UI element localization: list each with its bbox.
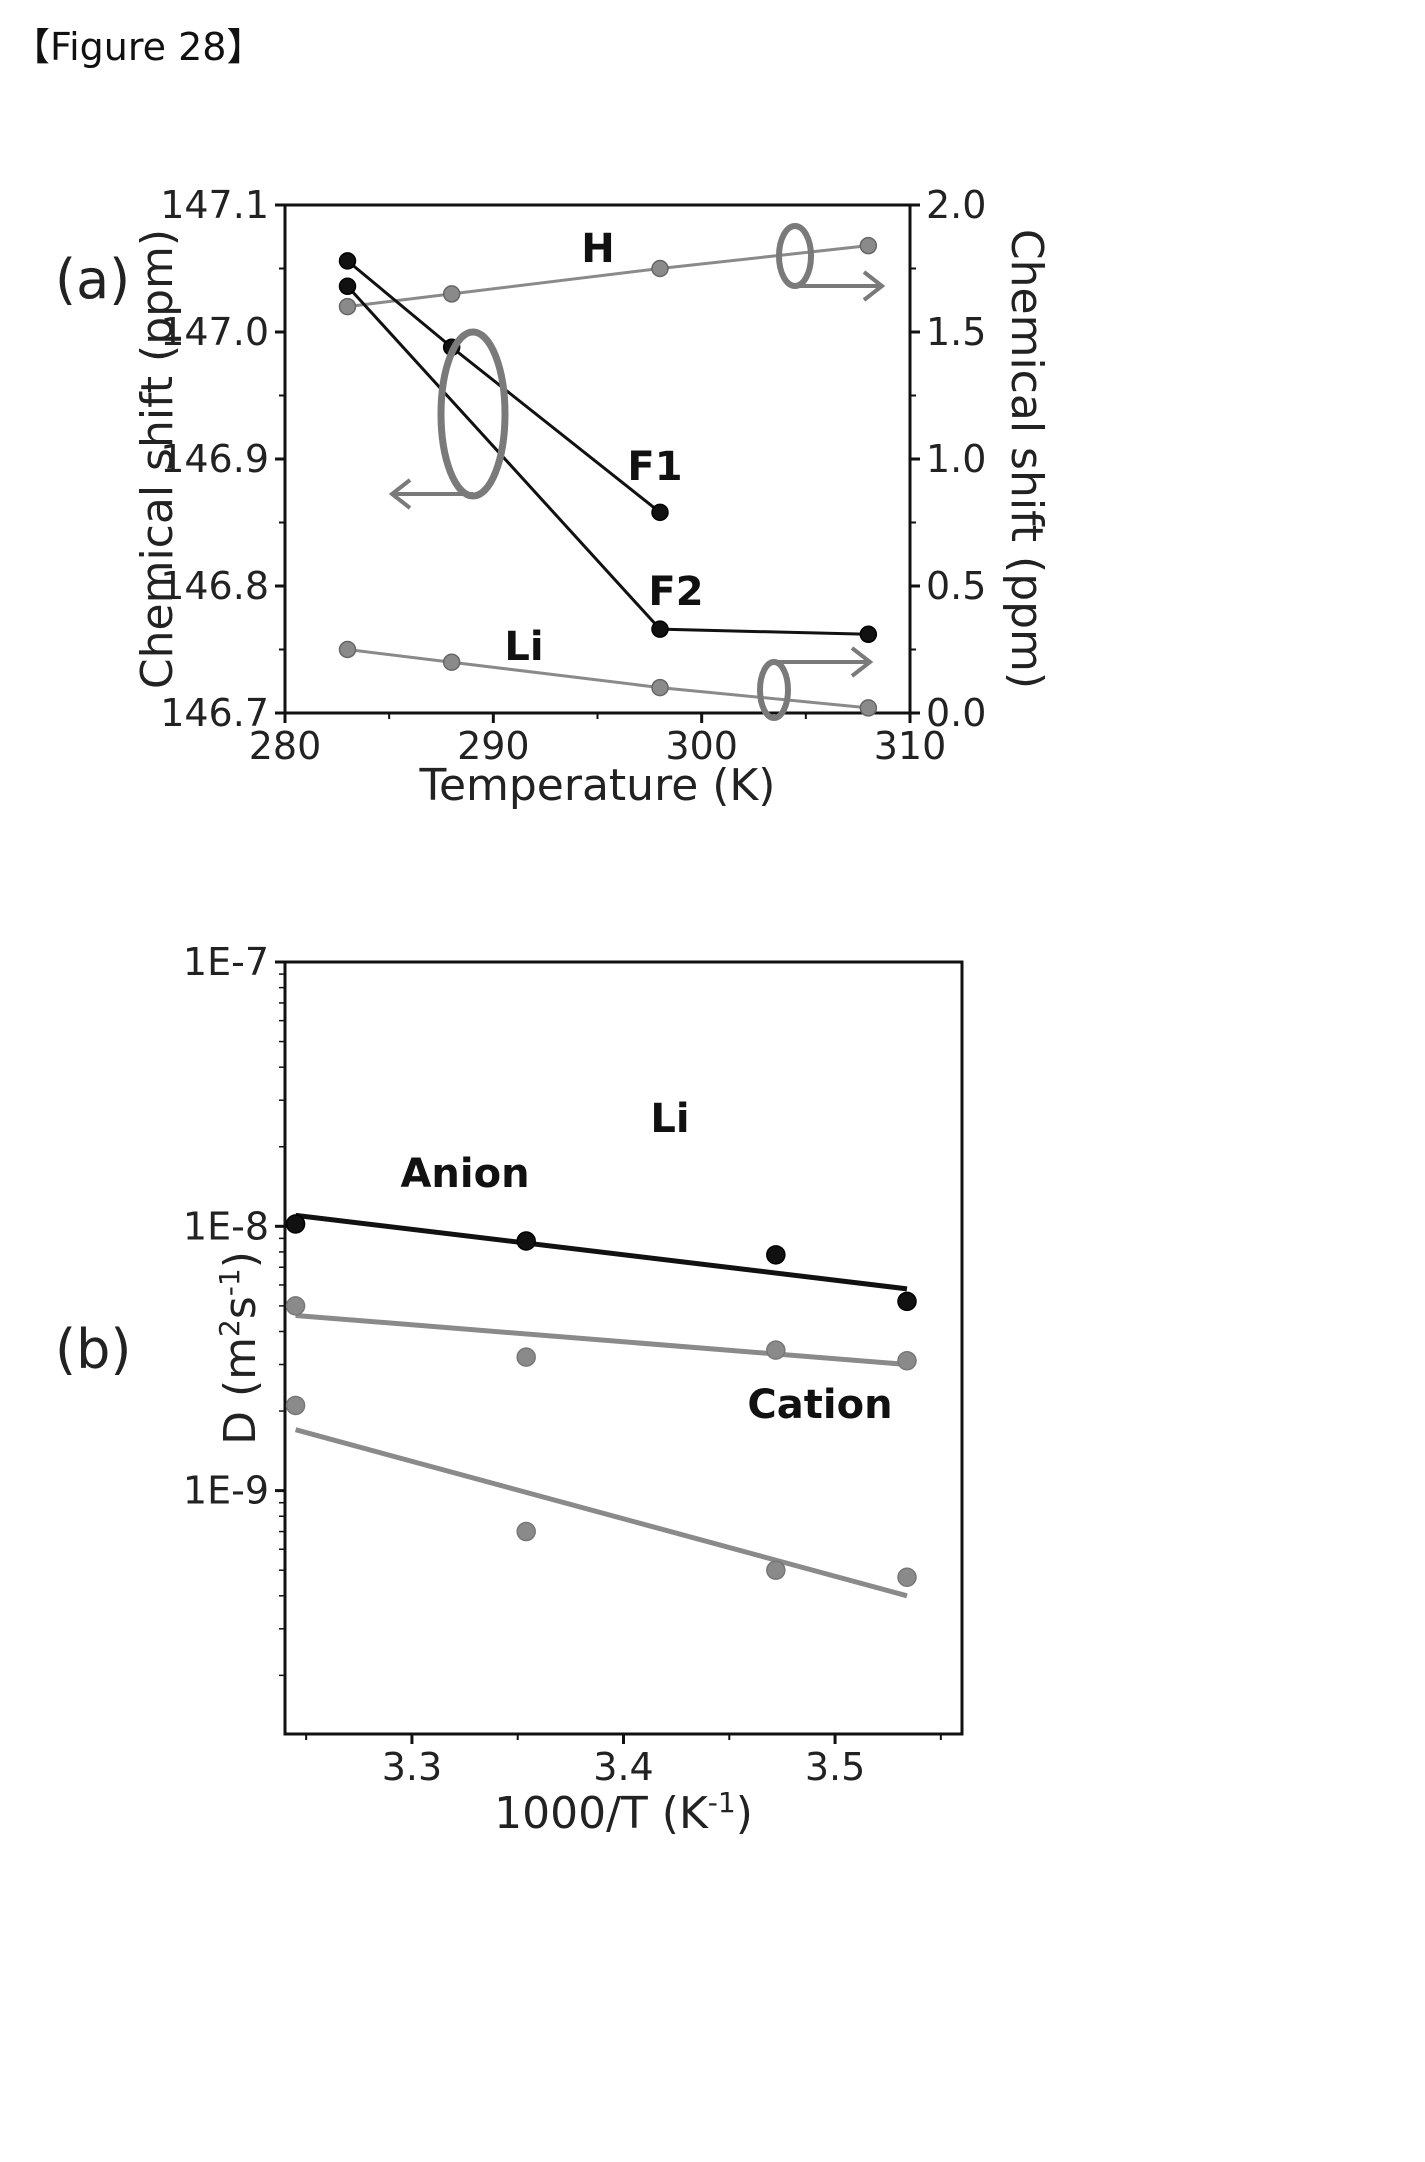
y-right-tick-label-a: 1.0 (926, 437, 986, 481)
series-label-li: Li (504, 624, 543, 670)
series-label-f1: F1 (627, 444, 682, 490)
data-point-cation (897, 1567, 917, 1588)
x-tick-label-a: 310 (874, 724, 947, 768)
data-point-cation (516, 1521, 536, 1542)
x-axis-label-b: 1000/T (K-1) (494, 1786, 753, 1839)
data-point-li (897, 1291, 917, 1312)
x-tick-label-b: 3.3 (382, 1745, 442, 1789)
plot-frame-a (283, 203, 912, 715)
left-axis-indicator-ellipse (437, 328, 509, 500)
fit-line-cation (294, 1427, 908, 1599)
fit-line-anion (295, 1312, 908, 1368)
data-point-anion (285, 1296, 306, 1316)
series-line-li (347, 648, 869, 710)
series-label-b-anion: Anion (400, 1151, 529, 1197)
data-point-h (651, 259, 669, 278)
left-axis-arrowhead (388, 478, 412, 510)
x-tick-label-a: 280 (249, 724, 322, 768)
x-tick-label-b: 3.4 (593, 1745, 653, 1789)
y-tick-label-b: 1E-8 (183, 1204, 269, 1248)
right-axis-arrowhead-h (862, 270, 886, 302)
right-axis-arrowhead-li (850, 646, 874, 678)
panel-a: 280 290 300 310 146.7 146.8 146.9 147.0 147.1 0.0… (132, 183, 1052, 811)
panel-label-b: (b) (55, 1318, 132, 1381)
y-left-tick-label-a: 146.8 (160, 564, 269, 608)
y-right-tick-label-a: 0.5 (926, 564, 986, 608)
data-point-anion (766, 1340, 786, 1360)
data-point-li (442, 653, 461, 671)
series-label-b-cation: Cation (747, 1382, 892, 1428)
y-right-axis-label-a: Chemical shift (ppm) (1001, 229, 1052, 689)
data-point-f2 (651, 620, 669, 638)
x-tick-label-a: 290 (457, 724, 530, 768)
plot-frame-b (283, 960, 964, 1736)
data-point-h (442, 285, 461, 303)
data-point-li (651, 678, 669, 697)
y-left-tick-label-a: 147.0 (160, 310, 269, 354)
y-left-axis-label-a: Chemical shift (ppm) (132, 229, 183, 689)
figure-caption: 【Figure 28】 (12, 25, 265, 69)
y-left-tick-label-a: 146.7 (160, 691, 269, 735)
y-axis-label-b: D (m2s-1) (213, 1251, 266, 1445)
data-point-f1 (338, 252, 357, 270)
data-point-li (338, 640, 357, 659)
data-point-cation (766, 1560, 786, 1580)
data-point-h (859, 236, 878, 255)
y-tick-label-b: 1E-9 (183, 1469, 269, 1513)
data-point-h (338, 297, 357, 316)
series-label-h: H (581, 226, 614, 272)
series-label-b-li: Li (650, 1096, 689, 1142)
data-point-li (766, 1245, 786, 1265)
y-right-tick-label-a: 0.0 (926, 691, 986, 735)
y-right-tick-label-a: 1.5 (926, 310, 986, 354)
x-tick-label-a: 300 (665, 724, 738, 768)
data-point-f1 (651, 503, 669, 522)
series-line-f2 (346, 285, 869, 636)
series-label-f2: F2 (648, 569, 703, 615)
data-point-li (516, 1231, 536, 1251)
data-point-li (285, 1214, 306, 1234)
data-point-li (859, 699, 878, 717)
panel-label-a: (a) (55, 248, 131, 311)
data-point-f2 (338, 277, 357, 296)
data-point-anion (897, 1350, 917, 1371)
right-axis-indicator-ellipse-li (757, 659, 791, 721)
data-point-cation (285, 1395, 306, 1416)
data-point-f2 (859, 625, 878, 644)
y-left-tick-label-a: 147.1 (160, 183, 269, 227)
y-tick-label-b: 1E-7 (183, 940, 269, 984)
fit-line-li (295, 1212, 908, 1292)
y-right-tick-label-a: 2.0 (926, 183, 986, 227)
panel-b: 3.3 3.4 3.5 1E-7 1E-8 1E-9 1000/T (K-1) D (m2s-… (183, 940, 964, 1839)
series-line-h (347, 244, 869, 309)
x-axis-label-a: Temperature (K) (419, 760, 776, 811)
x-tick-label-b: 3.5 (805, 1745, 865, 1789)
data-point-anion (516, 1347, 536, 1367)
y-left-tick-label-a: 146.9 (160, 437, 269, 481)
